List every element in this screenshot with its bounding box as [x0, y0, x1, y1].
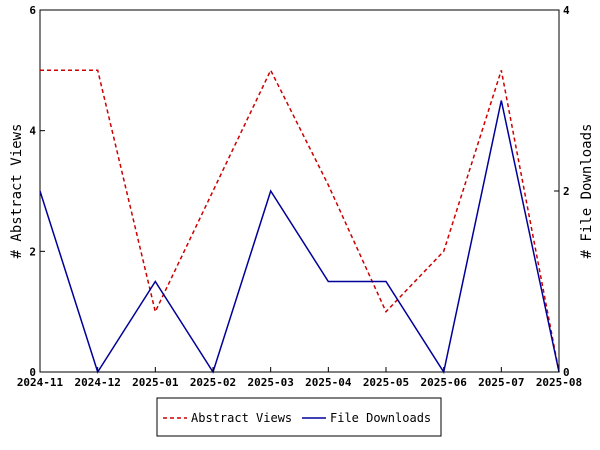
y-left-tick-label: 2	[29, 245, 36, 258]
y-left-tick-label: 0	[29, 366, 36, 379]
y-right-tick-label: 4	[563, 4, 570, 17]
x-tick-label: 2024-11	[17, 376, 64, 389]
legend-box	[156, 397, 442, 437]
x-tick-label: 2025-04	[305, 376, 352, 389]
legend-label-abstract-views: Abstract Views	[191, 411, 292, 425]
y-axis-left-title: # Abstract Views	[9, 124, 25, 259]
series-layer	[39, 68, 560, 374]
y-left-tick-label: 6	[29, 4, 36, 17]
legend: Abstract Views File Downloads	[156, 397, 442, 437]
y-axis-right-title: # File Downloads	[579, 124, 595, 259]
x-tick-label: 2025-02	[190, 376, 236, 389]
x-tick-label: 2025-08	[536, 376, 582, 389]
ticks-layer: 2024-11 2024-12 2025-01 2025-02 2025-03 2025-…	[17, 4, 582, 389]
legend-label-file-downloads: File Downloads	[330, 411, 431, 425]
x-tick-label: 2025-05	[363, 376, 409, 389]
y-right-tick-label: 0	[563, 366, 570, 379]
series-line-file-downloads	[39, 100, 560, 374]
x-tick-label: 2025-06	[420, 376, 467, 389]
y-right-tick-label: 2	[563, 185, 570, 198]
x-tick-label: 2025-07	[478, 376, 524, 389]
series-line-abstract-views	[40, 68, 560, 373]
x-tick-label: 2024-12	[74, 376, 120, 389]
x-tick-label: 2025-03	[247, 376, 293, 389]
y-left-tick-label: 4	[29, 125, 36, 138]
x-tick-label: 2025-01	[132, 376, 179, 389]
